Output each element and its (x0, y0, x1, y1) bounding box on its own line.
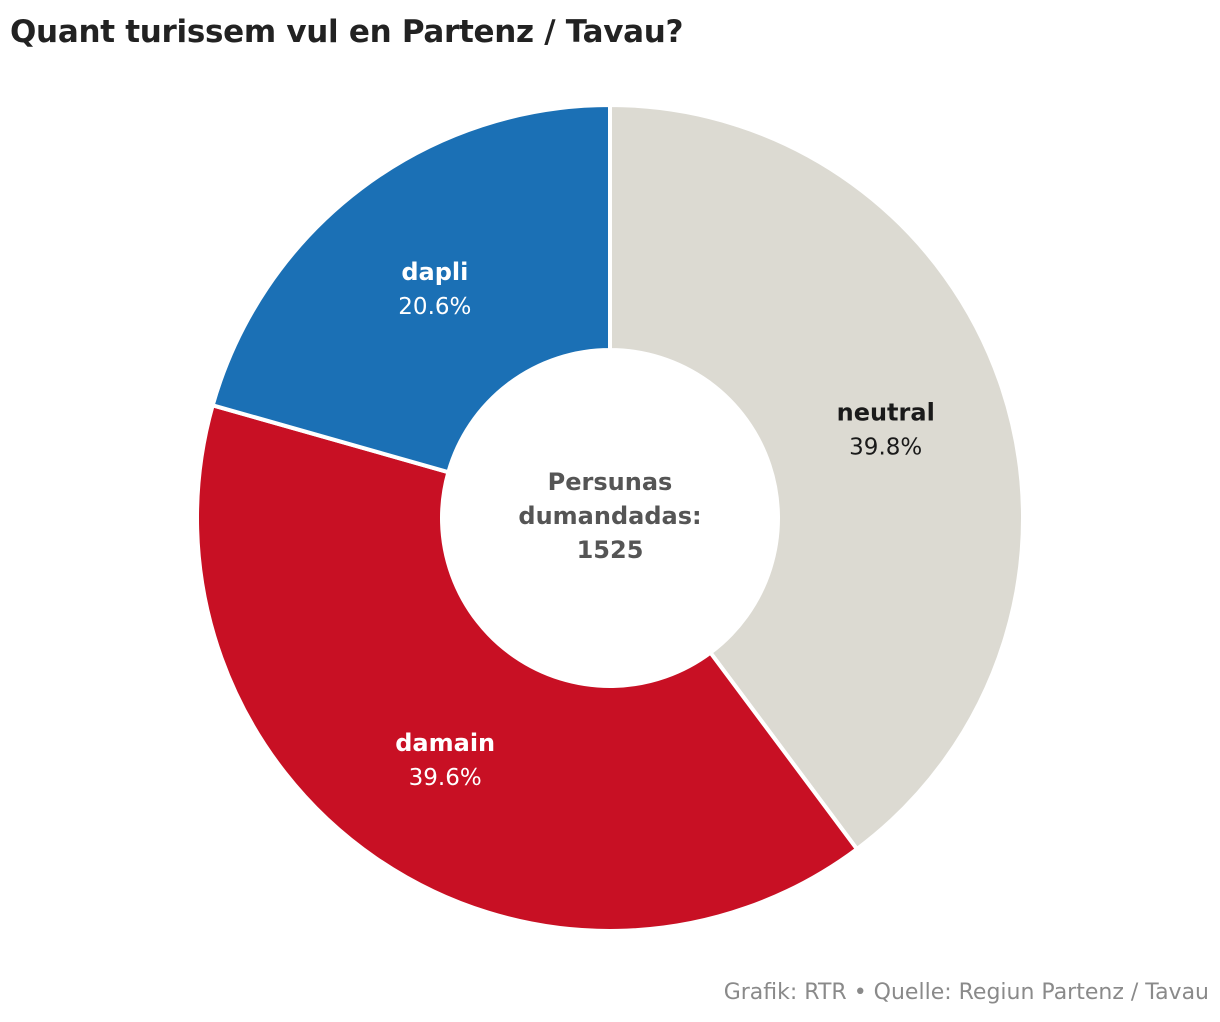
chart-title: Quant turissem vul en Partenz / Tavau? (10, 14, 684, 50)
donut-slice-damain (195, 403, 859, 933)
donut-slices (195, 103, 1025, 933)
center-label-line3: 1525 (577, 536, 644, 564)
center-label-line1: Persunas (548, 468, 673, 496)
slice-value-damain: 39.6% (409, 765, 482, 791)
center-label: Persunas dumandadas: 1525 (518, 468, 701, 564)
donut-slice-dapli (210, 103, 612, 475)
slice-value-dapli: 20.6% (398, 294, 471, 320)
slice-value-neutral: 39.8% (849, 434, 922, 460)
donut-slice-neutral (608, 103, 1025, 852)
slice-label-neutral: neutral (837, 398, 935, 426)
center-label-line2: dumandadas: (518, 502, 701, 530)
slice-labels: neutral 39.8% damain 39.6% dapli 20.6% (395, 258, 935, 791)
slice-label-damain: damain (395, 729, 495, 757)
source-note: Grafik: RTR • Quelle: Regiun Partenz / T… (723, 980, 1209, 1005)
slice-label-dapli: dapli (401, 258, 468, 286)
